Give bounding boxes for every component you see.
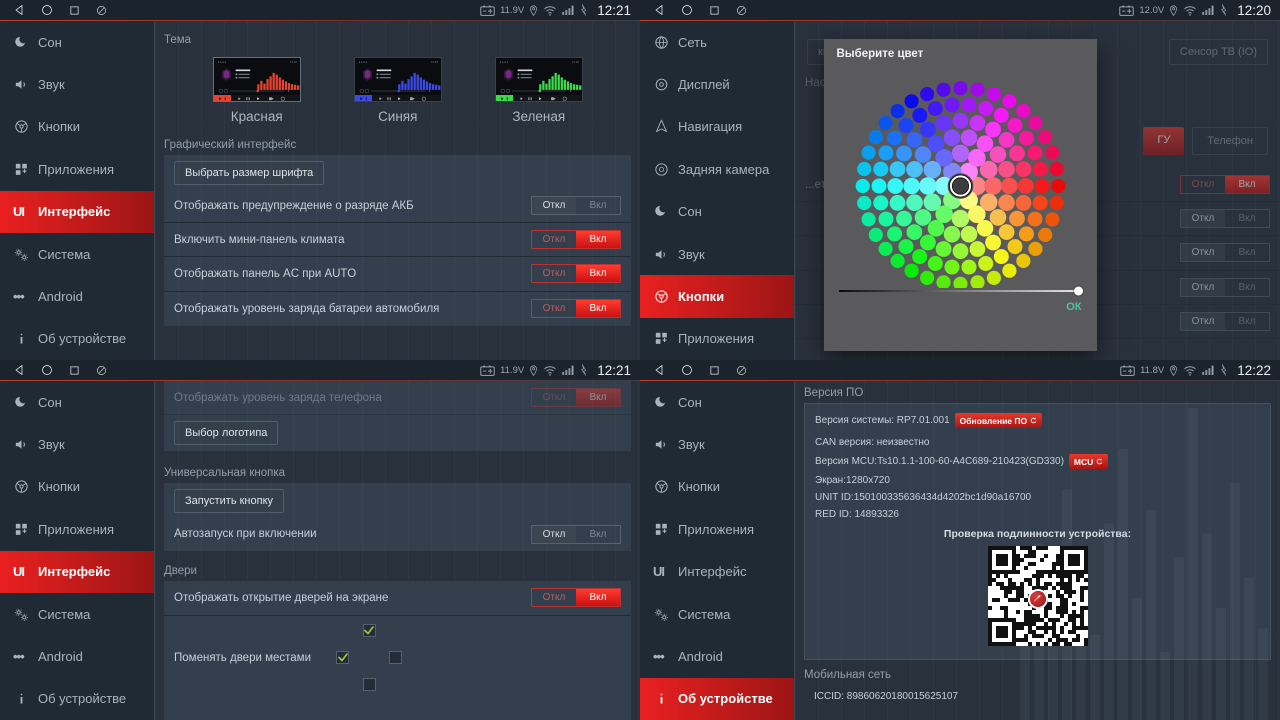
svg-text:12:48: 12:48 — [290, 60, 298, 64]
svg-text:12:48: 12:48 — [572, 60, 580, 64]
svg-text:12:48: 12:48 — [431, 60, 439, 64]
